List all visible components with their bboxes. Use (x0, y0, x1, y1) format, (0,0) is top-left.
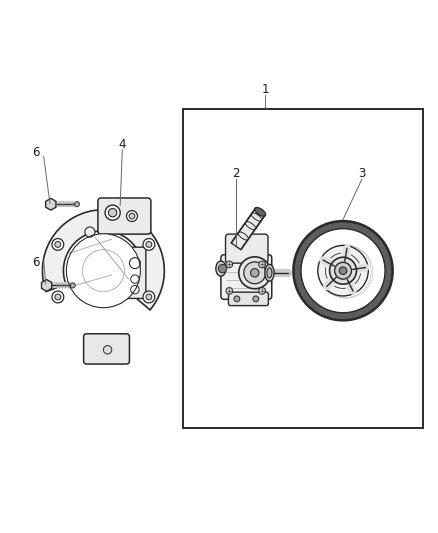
Circle shape (131, 275, 139, 284)
Circle shape (55, 294, 61, 300)
Circle shape (52, 239, 64, 251)
Polygon shape (42, 279, 52, 292)
Ellipse shape (216, 261, 226, 276)
Circle shape (52, 291, 64, 303)
Polygon shape (46, 198, 56, 210)
Text: 6: 6 (32, 256, 40, 269)
Circle shape (259, 287, 265, 294)
Circle shape (143, 239, 155, 251)
Circle shape (127, 211, 138, 222)
FancyBboxPatch shape (229, 292, 268, 305)
Circle shape (318, 246, 368, 296)
Circle shape (131, 286, 139, 294)
Circle shape (85, 227, 95, 237)
FancyBboxPatch shape (226, 234, 268, 263)
Circle shape (130, 257, 140, 269)
Circle shape (70, 283, 75, 288)
Circle shape (226, 287, 233, 294)
Circle shape (146, 241, 152, 247)
Circle shape (239, 257, 271, 289)
Text: 3: 3 (358, 167, 366, 181)
Wedge shape (293, 221, 392, 320)
Circle shape (74, 202, 79, 207)
Circle shape (329, 257, 357, 284)
FancyBboxPatch shape (84, 334, 130, 364)
Text: 1: 1 (261, 83, 269, 96)
Circle shape (219, 264, 227, 273)
FancyBboxPatch shape (124, 247, 146, 298)
Bar (183, 109, 423, 429)
Ellipse shape (265, 264, 274, 281)
Circle shape (251, 269, 259, 277)
Circle shape (259, 261, 265, 268)
Circle shape (339, 267, 347, 274)
Ellipse shape (267, 268, 272, 278)
Circle shape (143, 291, 155, 303)
Circle shape (67, 233, 140, 308)
Circle shape (244, 262, 266, 284)
FancyBboxPatch shape (98, 198, 151, 234)
Circle shape (105, 205, 120, 220)
Circle shape (109, 208, 117, 217)
Text: 6: 6 (32, 147, 40, 159)
Circle shape (335, 262, 351, 279)
Polygon shape (42, 209, 164, 310)
Circle shape (253, 296, 259, 302)
FancyBboxPatch shape (221, 255, 272, 300)
Text: 2: 2 (232, 167, 240, 181)
Circle shape (103, 345, 112, 354)
Circle shape (55, 241, 61, 247)
Circle shape (129, 213, 135, 219)
Circle shape (226, 261, 233, 268)
Circle shape (234, 296, 240, 302)
Circle shape (146, 294, 152, 300)
Text: 4: 4 (119, 138, 126, 151)
Polygon shape (231, 208, 265, 249)
Ellipse shape (255, 207, 265, 216)
